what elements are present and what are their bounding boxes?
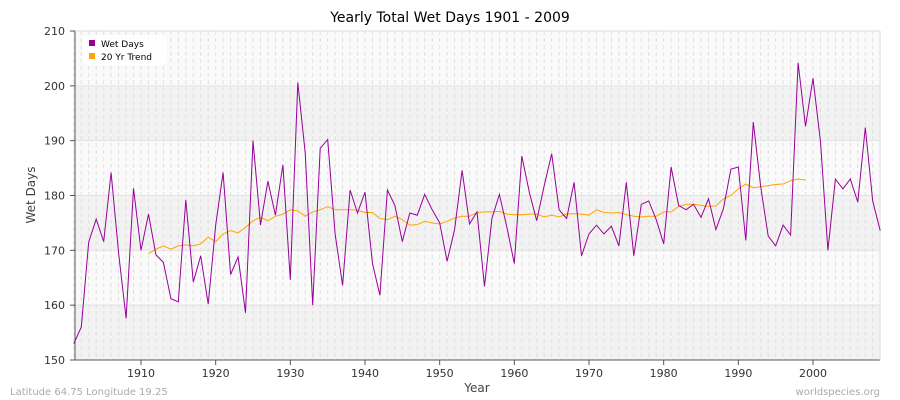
x-tick-label: 1930	[276, 367, 304, 380]
footer-location: Latitude 64.75 Longitude 19.25	[10, 387, 168, 398]
y-tick-label: 210	[44, 25, 65, 38]
legend-box	[82, 35, 166, 65]
legend-label-trend: 20 Yr Trend	[101, 53, 152, 63]
wet-days-line	[73, 62, 881, 344]
x-tick-label: 1960	[500, 367, 528, 380]
x-tick-label: 1940	[351, 367, 379, 380]
x-tick-label: 1990	[724, 367, 752, 380]
legend-label-wet-days: Wet Days	[101, 40, 144, 50]
x-tick-label: 1970	[575, 367, 603, 380]
legend-swatch-wet-days	[89, 40, 95, 46]
x-axis-label: Year	[463, 381, 489, 395]
legend-swatch-trend	[89, 53, 95, 59]
y-tick-label: 190	[44, 135, 65, 148]
x-tick-label: 1920	[202, 367, 230, 380]
y-axis-label: Wet Days	[24, 166, 38, 223]
x-tick-label: 1910	[127, 367, 155, 380]
footer-source: worldspecies.org	[796, 387, 880, 398]
x-tick-label: 1950	[426, 367, 454, 380]
y-tick-label: 200	[44, 80, 65, 93]
x-tick-label: 2000	[799, 367, 827, 380]
legend: Wet Days 20 Yr Trend	[82, 35, 166, 65]
y-tick-label: 170	[44, 244, 65, 257]
y-tick-label: 150	[44, 354, 65, 367]
y-tick-label: 180	[44, 190, 65, 203]
chart-title: Yearly Total Wet Days 1901 - 2009	[329, 10, 570, 26]
y-tick-label: 160	[44, 299, 65, 312]
x-tick-label: 1980	[650, 367, 678, 380]
